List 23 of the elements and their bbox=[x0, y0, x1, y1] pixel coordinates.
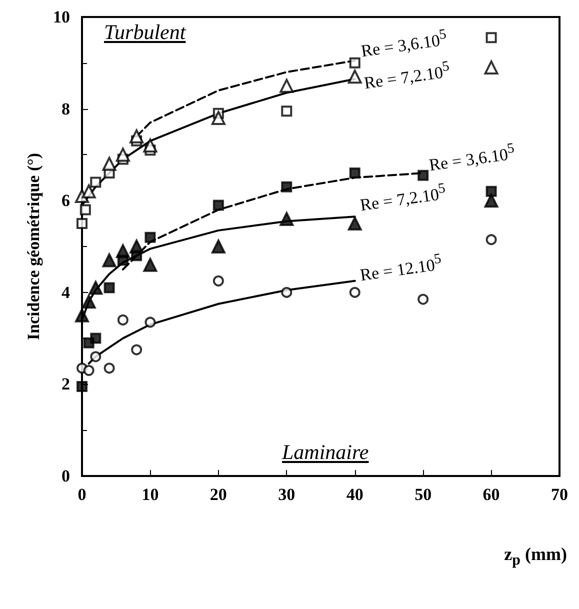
x-axis-title: z$_{p}$ (mm) bbox=[504, 544, 567, 570]
x-tick-label: 40 bbox=[346, 485, 364, 504]
x-tick-label: 30 bbox=[278, 485, 296, 504]
x-tick-label: 20 bbox=[210, 485, 227, 504]
y-tick-label: 8 bbox=[62, 99, 70, 118]
y-axis-title: Incidence géométrique (°) bbox=[24, 152, 43, 340]
x-tick-label: 10 bbox=[142, 485, 159, 504]
y-tick-label: 0 bbox=[62, 466, 70, 486]
y-tick-label: 4 bbox=[62, 282, 70, 302]
x-tick-label: 70 bbox=[551, 485, 568, 504]
y-tick-label: 2 bbox=[62, 374, 70, 394]
annotation: Turbulent bbox=[104, 20, 186, 44]
x-tick-label: 60 bbox=[482, 485, 500, 504]
annotation: Laminaire bbox=[282, 440, 369, 464]
y-tick-label: 10 bbox=[53, 8, 70, 26]
annotation: Re = 7,2.10$^{5}$ bbox=[362, 58, 450, 93]
annotation: Re = 7,2.10$^{5}$ bbox=[358, 179, 448, 217]
x-tick-label: 50 bbox=[414, 485, 432, 504]
annotation: Re = 12.10$^{5}$ bbox=[358, 250, 444, 287]
annotation: Re = 3,6.10$^{5}$ bbox=[426, 139, 516, 177]
y-tick-label: 6 bbox=[62, 191, 70, 210]
annotation: Re = 3,6.10$^{5}$ bbox=[358, 25, 448, 61]
x-tick-label: 0 bbox=[78, 485, 86, 504]
